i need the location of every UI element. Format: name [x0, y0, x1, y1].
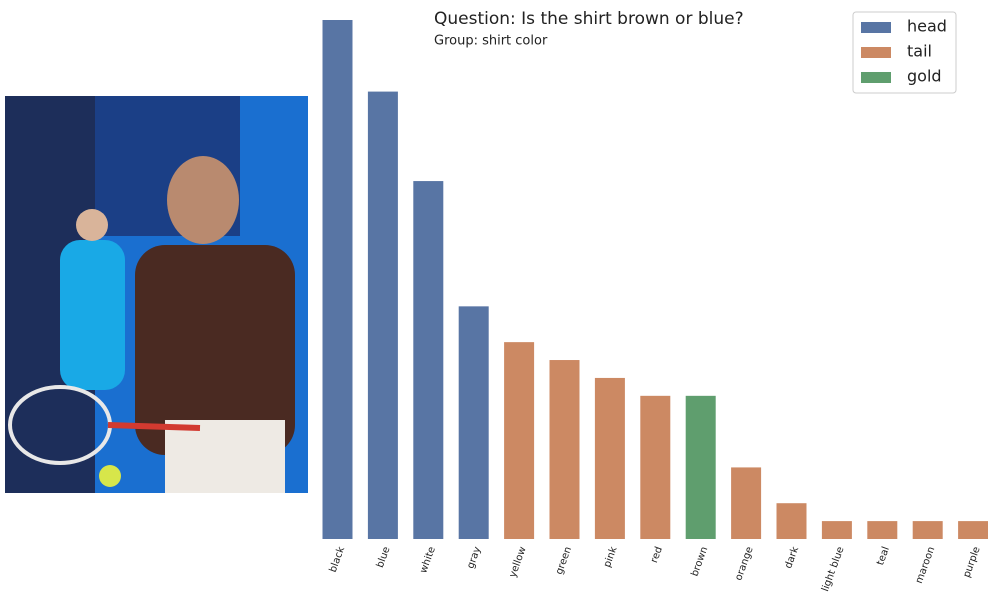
bar	[504, 342, 535, 539]
x-tick-label: purple	[961, 545, 982, 579]
chart-subtitle: Group: shirt color	[434, 34, 548, 49]
x-tick-label: black	[328, 545, 347, 574]
x-tick-label: light blue	[820, 545, 846, 592]
bar	[367, 91, 398, 539]
legend-swatch	[861, 22, 891, 33]
x-tick-label: green	[554, 545, 574, 576]
bar	[594, 377, 625, 539]
bar	[413, 181, 444, 539]
bar	[776, 503, 807, 539]
photo-shirt	[135, 245, 295, 455]
legend: head tail gold	[852, 11, 957, 94]
photo	[5, 96, 308, 493]
bar	[912, 521, 943, 539]
x-tick-label: dark	[783, 545, 801, 570]
bar	[322, 20, 353, 539]
photo-girl-head	[76, 209, 108, 241]
legend-swatch	[861, 72, 891, 83]
photo-shorts	[165, 420, 285, 493]
photo-racket-handle	[107, 422, 201, 431]
legend-swatch	[861, 47, 891, 58]
x-tick-label: yellow	[507, 545, 528, 579]
legend-label: gold	[907, 67, 942, 86]
x-tick-label: maroon	[914, 545, 937, 585]
plot: black blue white gray yellow green pink red brow…	[322, 20, 988, 592]
x-tick-label: gray	[465, 545, 483, 570]
x-tick-label: brown	[689, 545, 710, 578]
photo-head	[167, 156, 239, 244]
bar	[821, 521, 852, 539]
bar	[867, 521, 898, 539]
photo-girl	[60, 240, 125, 390]
bar	[731, 467, 762, 539]
bar	[458, 306, 489, 539]
bar	[685, 395, 716, 539]
x-tick-label: white	[418, 545, 438, 574]
bar	[549, 360, 580, 539]
chart-title: Question: Is the shirt brown or blue?	[434, 9, 744, 29]
legend-label: head	[907, 17, 947, 36]
bar	[958, 521, 988, 539]
photo-ball	[99, 465, 121, 487]
x-tick-label: orange	[733, 545, 755, 582]
x-tick-label: teal	[875, 545, 892, 567]
bar	[640, 395, 671, 539]
x-tick-label: red	[649, 545, 665, 564]
x-tick-label: pink	[602, 545, 620, 569]
x-tick-label: blue	[375, 545, 393, 569]
legend-label: tail	[907, 42, 932, 61]
